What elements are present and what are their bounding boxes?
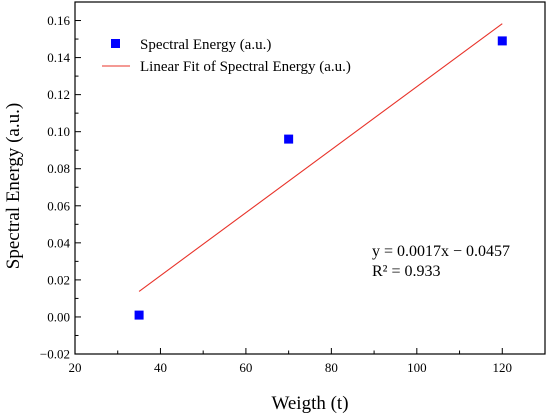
data-point: [497, 36, 507, 46]
x-tick-label: 20: [69, 360, 82, 375]
y-tick-label: 0.00: [47, 309, 70, 324]
legend-marker-scatter: [111, 39, 120, 48]
r-squared: R² = 0.933: [372, 263, 441, 280]
fit-equation: y = 0.0017x − 0.0457: [372, 243, 510, 260]
x-tick-label: 40: [154, 360, 167, 375]
x-tick-label: 120: [493, 360, 513, 375]
x-tick-label: 60: [239, 360, 252, 375]
y-tick-label: 0.08: [47, 161, 70, 176]
axes: 20 40 60 80 100 120 −0.02 0.00 0.02 0.04 0.06 0.08 0…: [40, 1, 546, 375]
data-point: [134, 310, 144, 320]
y-tick-label: 0.14: [47, 50, 70, 65]
y-axis-title: Spectral Energy (a.u.): [3, 103, 24, 269]
x-tick-label: 100: [407, 360, 427, 375]
plot-frame: [74, 1, 546, 355]
x-axis-title: Weigth (t): [271, 393, 348, 414]
y-tick-label: 0.12: [47, 87, 70, 102]
x-tick-label: 80: [325, 360, 338, 375]
legend-label-scatter: Spectral Energy (a.u.): [140, 37, 271, 53]
data-point: [284, 134, 294, 144]
fit-line: [138, 23, 503, 292]
legend-label-fit: Linear Fit of Spectral Energy (a.u.): [140, 59, 351, 75]
legend: Spectral Energy (a.u.) Linear Fit of Spe…: [102, 37, 351, 75]
y-tick-label: 0.02: [47, 272, 70, 287]
y-tick-label: −0.02: [40, 347, 70, 362]
y-tick-label: 0.06: [47, 198, 70, 213]
plot-area: [134, 23, 507, 320]
y-tick-label: 0.10: [47, 124, 70, 139]
y-tick-label: 0.04: [47, 235, 70, 250]
y-tick-label: 0.16: [47, 13, 70, 28]
